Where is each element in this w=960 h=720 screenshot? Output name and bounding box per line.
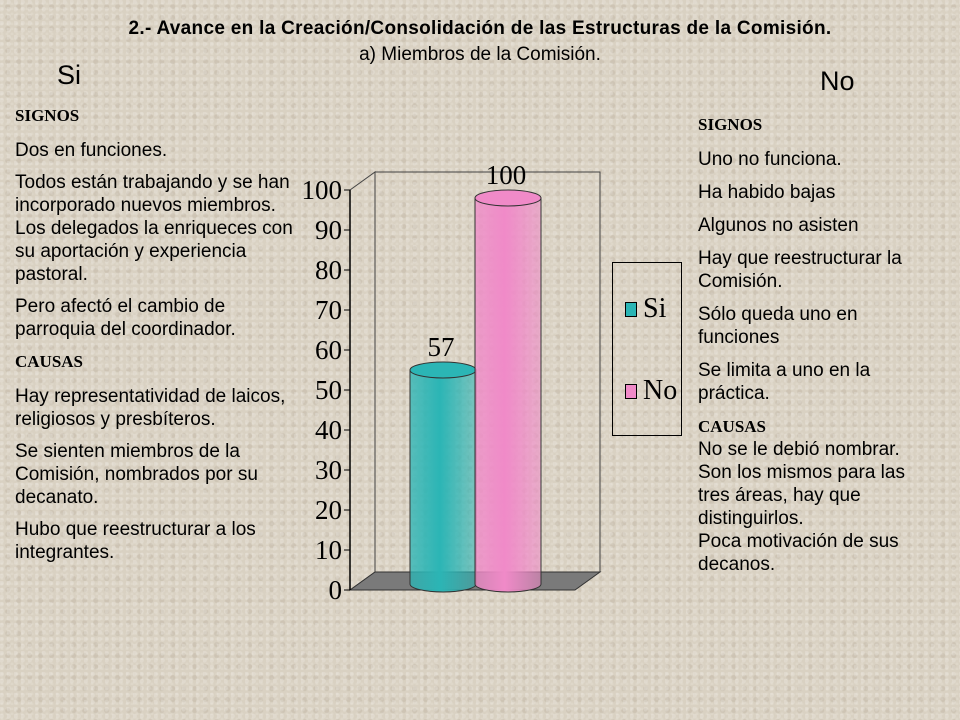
y-tick-label: 50: [315, 375, 342, 405]
bar-si: [409, 369, 477, 593]
y-tick-label: 40: [315, 415, 342, 445]
legend-swatch-si: [625, 301, 637, 317]
no-heading: No: [820, 66, 855, 96]
y-tick-label: 20: [315, 495, 342, 525]
si-signo-item: Dos en funciones.: [15, 140, 168, 161]
si-causa-item: Hubo que reestructurar a los integrantes…: [15, 519, 256, 563]
si-heading: Si: [57, 60, 82, 90]
y-tick-label: 100: [302, 175, 343, 205]
si-signo-item: Pero afectó el cambio de parroquia del c…: [15, 296, 236, 340]
y-tick-label: 10: [315, 535, 342, 565]
bar-no: [474, 197, 542, 593]
legend-item-no: No: [625, 375, 677, 407]
no-signo-item: Sólo queda uno en funciones: [698, 304, 858, 348]
no-causa-text: No se le debió nombrar. Son los mismos p…: [698, 439, 905, 529]
si-causa-item: Hay representatividad de laicos, religio…: [15, 386, 286, 430]
si-causas-label: CAUSAS: [15, 352, 84, 371]
no-signo-item: Uno no funciona.: [698, 149, 842, 170]
si-column: SIGNOS Dos en funciones. Todos están tra…: [15, 104, 305, 573]
y-tick-label: 60: [315, 335, 342, 365]
no-causa-text: Poca motivación de sus decanos.: [698, 531, 899, 575]
data-label-no: 100: [486, 160, 527, 190]
no-column: SIGNOS Uno no funciona. Ha habido bajas …: [698, 113, 923, 576]
bar-chart: 0 10 20 30 40 50 60 70 80 90 100 57 100: [302, 160, 602, 605]
legend-swatch-no: [625, 383, 637, 399]
slide-subtitle: a) Miembros de la Comisión.: [359, 44, 601, 65]
si-causa-item: Se sienten miembros de la Comisión, nomb…: [15, 441, 258, 508]
si-signos-label: SIGNOS: [15, 106, 80, 125]
no-signo-item: Algunos no asisten: [698, 215, 859, 236]
y-tick-label: 80: [315, 255, 342, 285]
no-signo-item: Se limita a uno en la práctica.: [698, 360, 871, 404]
legend-label-si: Si: [643, 293, 667, 324]
legend-item-si: Si: [625, 293, 666, 325]
bar-top-si: [409, 361, 477, 379]
no-signos-label: SIGNOS: [698, 115, 763, 134]
chart-legend: Si No: [612, 262, 682, 436]
no-signo-item: Ha habido bajas: [698, 182, 836, 203]
chart-side-wall: [349, 171, 376, 591]
y-tick-label: 0: [329, 575, 343, 605]
data-label-si: 57: [428, 332, 455, 362]
slide-title: 2.- Avance en la Creación/Consolidación …: [128, 18, 832, 39]
y-tick-label: 70: [315, 295, 342, 325]
legend-label-no: No: [643, 375, 678, 406]
no-causas-label: CAUSAS: [698, 417, 767, 436]
no-signo-item: Hay que reestructurar la Comisión.: [698, 248, 902, 292]
y-tick-label: 30: [315, 455, 342, 485]
bar-top-no: [474, 189, 542, 207]
si-signo-item: Todos están trabajando y se han incorpor…: [15, 172, 293, 285]
y-tick-label: 90: [315, 215, 342, 245]
no-causas-block: CAUSAS No se le debió nombrar. Son los m…: [698, 415, 923, 576]
